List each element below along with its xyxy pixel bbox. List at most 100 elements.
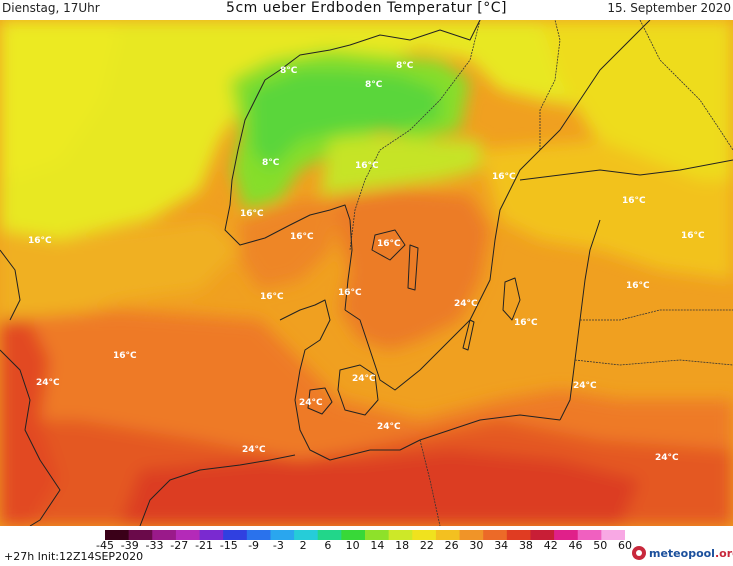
zone-amber-east	[480, 140, 733, 280]
colorbar-segment	[412, 530, 437, 540]
colorbar-segment	[223, 530, 248, 540]
temp-label: 16°C	[113, 351, 137, 361]
zone-lightgreen-norway	[250, 70, 440, 170]
forecast-time: Dienstag, 17Uhr	[2, 1, 100, 15]
colorbar-tick-label: -15	[219, 539, 238, 552]
coast-fyn	[307, 387, 333, 415]
zone-amber-west	[0, 220, 240, 320]
coast-england	[0, 349, 61, 526]
temp-label: 24°C	[299, 398, 323, 408]
temp-label: 24°C	[352, 374, 376, 384]
colorbar-segment	[128, 530, 153, 540]
border-lithuania	[574, 359, 733, 366]
colorbar-tick-label: -3	[272, 539, 284, 552]
temp-label: 24°C	[36, 378, 60, 388]
meteopool-logo-text: meteopool.org	[649, 546, 733, 560]
colorbar-segment	[506, 530, 531, 540]
temp-label: 16°C	[377, 239, 401, 249]
colorbar-tick-label: 30	[469, 539, 484, 552]
temp-label: 8°C	[280, 66, 298, 76]
temp-label: 24°C	[454, 299, 478, 309]
colorbar-tick-label: 18	[395, 539, 410, 552]
colorbar-segment	[459, 530, 484, 540]
colorbar-segment	[294, 530, 319, 540]
temp-label: 16°C	[514, 318, 538, 328]
temp-label: 8°C	[365, 80, 383, 90]
temp-label: 16°C	[622, 196, 646, 206]
colorbar-segment	[105, 530, 130, 540]
border-baltics	[580, 309, 733, 321]
border-finland-russia	[639, 20, 733, 151]
coast-gotland	[502, 277, 521, 321]
zone-orange-norway-south	[240, 200, 340, 290]
temperature-labels: 8°C 8°C 8°C 8°C 16°C 16°C 16°C 16°C 16°C…	[28, 61, 705, 455]
colorbar-tick-label: 42	[543, 539, 558, 552]
header: Dienstag, 17Uhr 5cm ueber Erdboden Tempe…	[0, 0, 733, 20]
coast-oland	[462, 319, 475, 351]
zone-yellow-north	[0, 20, 733, 240]
colorbar-tick-label: 46	[568, 539, 583, 552]
colorbar-segment	[365, 530, 390, 540]
colorbar-tick-label: -9	[248, 539, 260, 552]
colorbar-tick-label: 26	[444, 539, 459, 552]
coast-norway	[224, 20, 481, 311]
temperature-labels-extra: 24°C	[655, 453, 679, 463]
temp-label: 16°C	[28, 236, 52, 246]
meteopool-logo-icon	[632, 546, 646, 560]
colorbar-tick-label: 6	[324, 539, 332, 552]
coast-scotland	[0, 249, 21, 321]
border-norway-sweden	[349, 20, 481, 251]
forecast-date: 15. September 2020	[607, 1, 731, 15]
colorbar-tick-label: 34	[494, 539, 509, 552]
coast-denmark	[279, 299, 371, 461]
temp-label: 16°C	[338, 288, 362, 298]
colorbar-segment	[530, 530, 555, 540]
colorbar-segment	[317, 530, 342, 540]
colorbar-tick-label: 50	[593, 539, 608, 552]
lake-vattern	[407, 244, 419, 291]
colorbar-ticks: -45 -39 -33 -27 -21 -15 -9 -3 2 6 10 14 18 22 26 30 34 38…	[0, 539, 733, 555]
coast-sweden	[344, 149, 541, 391]
map-title: 5cm ueber Erdboden Temperatur [°C]	[226, 0, 507, 16]
temp-label: 16°C	[260, 292, 284, 302]
zone-greenyellow-norway	[320, 135, 480, 195]
colorbar-segment	[388, 530, 413, 540]
colorbar-tick-label: -45	[96, 539, 114, 552]
temp-label: 16°C	[492, 172, 516, 182]
colorbar-segment	[152, 530, 177, 540]
temperature-zones	[0, 20, 733, 526]
colorbar-segment	[435, 530, 461, 540]
zone-orange-sweden	[330, 190, 490, 350]
temp-label: 16°C	[626, 281, 650, 291]
coast-zealand	[337, 364, 379, 416]
zone-red-england	[0, 320, 60, 526]
border-sweden-finland	[539, 20, 561, 150]
zone-deepred-continent	[120, 450, 640, 526]
colorbar-tick-label: 10	[345, 539, 360, 552]
meteopool-logo[interactable]: meteopool.org	[632, 546, 733, 560]
colorbar-segment	[577, 530, 602, 540]
temp-label: 24°C	[377, 422, 401, 432]
colorbar-segment	[270, 530, 295, 540]
colorbar-tick-label: 60	[618, 539, 632, 552]
borders	[349, 20, 733, 526]
colorbar-segment	[341, 530, 366, 540]
colorbar-segment	[554, 530, 579, 540]
colorbar-tick-label: -33	[145, 539, 164, 552]
temp-label: 24°C	[573, 381, 597, 391]
coast-poland	[370, 414, 561, 451]
temp-label: 16°C	[355, 161, 379, 171]
temp-label: 24°C	[242, 445, 266, 455]
temperature-map: 8°C 8°C 8°C 8°C 16°C 16°C 16°C 16°C 16°C…	[0, 20, 733, 526]
colorbar-tick-label: -27	[170, 539, 189, 552]
colorbar-tick-label: 38	[518, 539, 533, 552]
colorbar-tick-label: 14	[370, 539, 385, 552]
coast-finland	[539, 20, 651, 151]
colorbar-segment	[601, 530, 625, 540]
lake-vanern	[371, 229, 406, 261]
init-time: +27h Init:12Z14SEP2020	[4, 550, 144, 563]
temp-label: 24°C	[655, 453, 679, 463]
temp-label: 16°C	[681, 231, 705, 241]
coast-netherlands	[139, 454, 296, 526]
border-germany-poland	[419, 439, 441, 526]
